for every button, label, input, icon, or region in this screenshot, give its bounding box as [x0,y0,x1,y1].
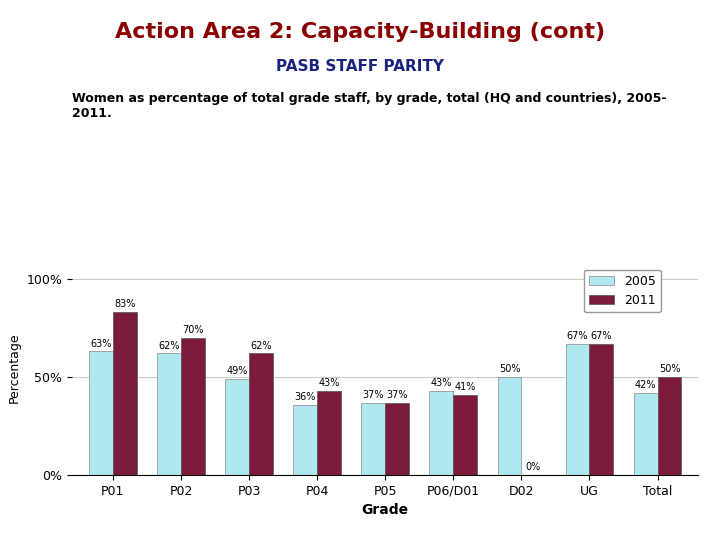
Bar [590,343,613,475]
Bar [225,379,249,475]
Bar [249,354,273,475]
Bar [429,391,454,475]
Text: 62%: 62% [158,341,180,350]
Text: Women as percentage of total grade staff, by grade, total (HQ and countries), 20: Women as percentage of total grade staff… [72,92,667,120]
Text: 67%: 67% [567,330,588,341]
Bar [361,402,385,475]
Text: 49%: 49% [226,366,248,376]
Text: 43%: 43% [431,378,452,388]
Text: 37%: 37% [387,389,408,400]
Text: 42%: 42% [635,380,657,390]
Bar [181,338,204,475]
X-axis label: Grade: Grade [361,503,409,517]
Text: 50%: 50% [659,364,680,374]
Text: 41%: 41% [454,382,476,392]
Text: 70%: 70% [182,325,204,335]
Legend: 2005, 2011: 2005, 2011 [584,270,661,312]
Text: 83%: 83% [114,299,135,309]
Bar [113,312,137,475]
Text: 0%: 0% [526,462,541,472]
Text: 62%: 62% [250,341,271,350]
Text: 63%: 63% [90,339,112,348]
Bar [634,393,657,475]
Text: 36%: 36% [294,392,316,402]
Text: 37%: 37% [363,389,384,400]
Bar [657,377,681,475]
Text: PASB STAFF PARITY: PASB STAFF PARITY [276,59,444,75]
Text: 67%: 67% [590,330,612,341]
Bar [317,391,341,475]
Bar [293,404,317,475]
Bar [89,352,113,475]
Bar [157,354,181,475]
Bar [566,343,590,475]
Bar [498,377,521,475]
Bar [385,402,409,475]
Text: 50%: 50% [499,364,521,374]
Bar [454,395,477,475]
Text: Action Area 2: Capacity-Building (cont): Action Area 2: Capacity-Building (cont) [115,22,605,42]
Y-axis label: Percentage: Percentage [8,332,21,402]
Text: 43%: 43% [318,378,340,388]
